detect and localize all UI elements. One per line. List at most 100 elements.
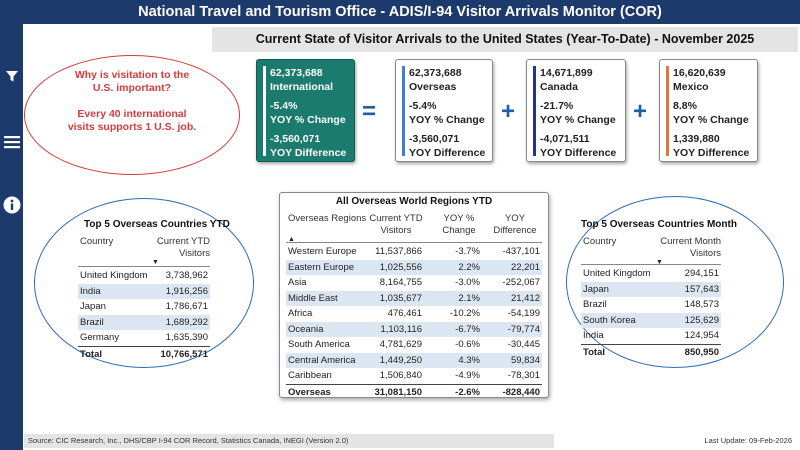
kpi-value: 14,671,899	[540, 67, 593, 79]
difference-cell: 21,412	[510, 292, 540, 304]
country-cell: Germany	[80, 332, 120, 343]
kpi-diff-label: YOY Difference	[540, 147, 617, 159]
last-update: Last Update: 09-Feb-2026	[704, 436, 792, 445]
table-row[interactable]: Oceania 1,103,116 -6.7% -79,774	[286, 321, 542, 337]
kpi-diff-label: YOY Difference	[409, 147, 486, 159]
table-row[interactable]: Japan 157,643	[581, 281, 721, 297]
kpi-card-mexico[interactable]: 16,620,639 Mexico 8.8% YOY % Change 1,339,88…	[659, 59, 758, 162]
difference-cell: 59,834	[510, 354, 540, 366]
table-row[interactable]: Japan 1,786,671	[78, 299, 210, 315]
total-pct-change-cell: -2.6%	[455, 386, 480, 398]
country-cell: India	[583, 330, 604, 341]
top5-month-col-visitors[interactable]: Current Month Visitors	[660, 236, 721, 259]
pct-change-cell: -0.6%	[455, 339, 480, 350]
kpi-card-overseas[interactable]: 62,373,688 Overseas -5.4% YOY % Change -3,56…	[395, 59, 493, 162]
pct-change-cell: -6.7%	[455, 323, 480, 335]
country-cell: India	[80, 285, 101, 297]
top5-month-col-country[interactable]: Country	[583, 236, 617, 247]
table-row[interactable]: India 124,954	[581, 328, 721, 344]
header-divider	[78, 266, 210, 267]
total-row: Total 10,766,571	[78, 345, 210, 362]
kpi-accent-bar	[533, 66, 536, 156]
visitors-cell: 125,629	[684, 314, 719, 326]
region-cell: Africa	[288, 308, 313, 319]
plus-sign-1: +	[501, 98, 516, 125]
table-row[interactable]: Brazil 148,573	[581, 297, 721, 313]
region-cell: Eastern Europe	[288, 261, 355, 273]
country-cell: Brazil	[583, 299, 607, 310]
visitors-cell: 1,025,556	[379, 261, 422, 273]
menu-icon[interactable]	[0, 130, 23, 154]
regions-title: All Overseas World Regions YTD	[335, 196, 493, 207]
region-cell: South America	[288, 339, 350, 350]
top5-ytd-col-visitors[interactable]: Current YTD Visitors	[156, 236, 210, 259]
table-row[interactable]: United Kingdom 294,151	[581, 266, 721, 282]
table-row[interactable]: Caribbean 1,506,840 -4.9% -78,301	[286, 368, 542, 384]
sort-desc-icon[interactable]: ▼	[656, 259, 663, 266]
ytd-decoration-circle	[34, 198, 254, 368]
table-row[interactable]: Brazil 1,689,292	[78, 314, 210, 330]
table-row[interactable]: Western Europe 11,537,866 -3.7% -437,101	[286, 244, 542, 260]
kpi-value: 16,620,639	[673, 67, 726, 79]
table-row[interactable]: Germany 1,635,390	[78, 330, 210, 346]
difference-cell: 22,201	[510, 261, 540, 273]
visitors-cell: 3,738,962	[165, 270, 208, 281]
report-subtitle: Current State of Visitor Arrivals to the…	[212, 27, 798, 52]
kpi-pct: -5.4%	[270, 100, 298, 112]
table-row[interactable]: South Korea 125,629	[581, 312, 721, 328]
page-title: National Travel and Tourism Office - ADI…	[0, 0, 800, 24]
regions-col-region[interactable]: Overseas Regions	[288, 213, 367, 224]
source-footer: Source: CIC Research, Inc., DHS/CBP I-94…	[24, 434, 554, 448]
total-difference-cell: -828,440	[502, 386, 540, 398]
visitors-cell: 11,537,866	[375, 246, 422, 257]
sort-desc-icon[interactable]: ▼	[152, 259, 159, 266]
kpi-pct-label: YOY % Change	[409, 114, 485, 126]
sort-asc-icon[interactable]: ▲	[288, 236, 295, 243]
visitors-cell: 1,103,116	[380, 323, 422, 335]
info-icon[interactable]	[0, 193, 23, 217]
total-row: Total 850,950	[581, 343, 721, 360]
kpi-card-international[interactable]: 62,373,688 International -5.4% YOY % Change…	[256, 59, 355, 162]
callout-question: Why is visitation to the U.S. important?	[74, 69, 190, 94]
visitors-cell: 124,954	[684, 330, 719, 341]
kpi-pct-label: YOY % Change	[270, 114, 346, 126]
table-row[interactable]: India 1,916,256	[78, 283, 210, 299]
difference-cell: -30,445	[507, 339, 540, 350]
top5-ytd-col-country[interactable]: Country	[80, 236, 114, 247]
table-row[interactable]: Asia 8,164,755 -3.0% -252,067	[286, 275, 542, 291]
total-value: 850,950	[684, 346, 719, 358]
regions-col-diff[interactable]: YOY Difference	[493, 213, 537, 236]
kpi-pct: -5.4%	[409, 100, 437, 112]
kpi-card-canada[interactable]: 14,671,899 Canada -21.7% YOY % Change -4,071…	[526, 59, 626, 162]
total-label: Total	[583, 346, 605, 358]
kpi-pct: 8.8%	[673, 100, 697, 112]
regions-col-visitors[interactable]: Current YTD Visitors	[369, 213, 423, 236]
difference-cell: -437,101	[502, 246, 540, 257]
visitors-cell: 157,643	[684, 283, 719, 295]
country-cell: United Kingdom	[583, 268, 651, 279]
region-cell: Middle East	[288, 292, 338, 304]
table-row[interactable]: Central America 1,449,250 4.3% 59,834	[286, 352, 542, 368]
top5-month-title: Top 5 Overseas Countries Month	[581, 219, 737, 230]
visitors-cell: 4,781,629	[379, 339, 422, 350]
table-row[interactable]: Africa 476,461 -10.2% -54,199	[286, 306, 542, 322]
pct-change-cell: 2.1%	[458, 292, 480, 304]
difference-cell: -79,774	[507, 323, 540, 335]
table-row[interactable]: Eastern Europe 1,025,556 2.2% 22,201	[286, 259, 542, 275]
filter-icon[interactable]	[0, 64, 23, 88]
visitors-cell: 8,164,755	[379, 277, 422, 288]
top5-ytd-table: Top 5 Overseas Countries YTD Country Cur…	[78, 219, 230, 362]
total-value: 10,766,571	[160, 348, 208, 360]
kpi-accent-bar	[263, 66, 266, 156]
pct-change-cell: 2.2%	[458, 261, 480, 273]
difference-cell: -78,301	[507, 370, 540, 381]
total-row: Overseas 31,081,150 -2.6% -828,440	[286, 383, 542, 400]
table-row[interactable]: South America 4,781,629 -0.6% -30,445	[286, 337, 542, 353]
visitors-cell: 1,449,250	[379, 354, 422, 366]
region-cell: Central America	[288, 354, 356, 366]
regions-col-pct[interactable]: YOY % Change	[442, 213, 476, 236]
pct-change-cell: -4.9%	[455, 370, 480, 381]
table-row[interactable]: Middle East 1,035,677 2.1% 21,412	[286, 290, 542, 306]
country-cell: South Korea	[583, 314, 636, 326]
table-row[interactable]: United Kingdom 3,738,962	[78, 268, 210, 284]
